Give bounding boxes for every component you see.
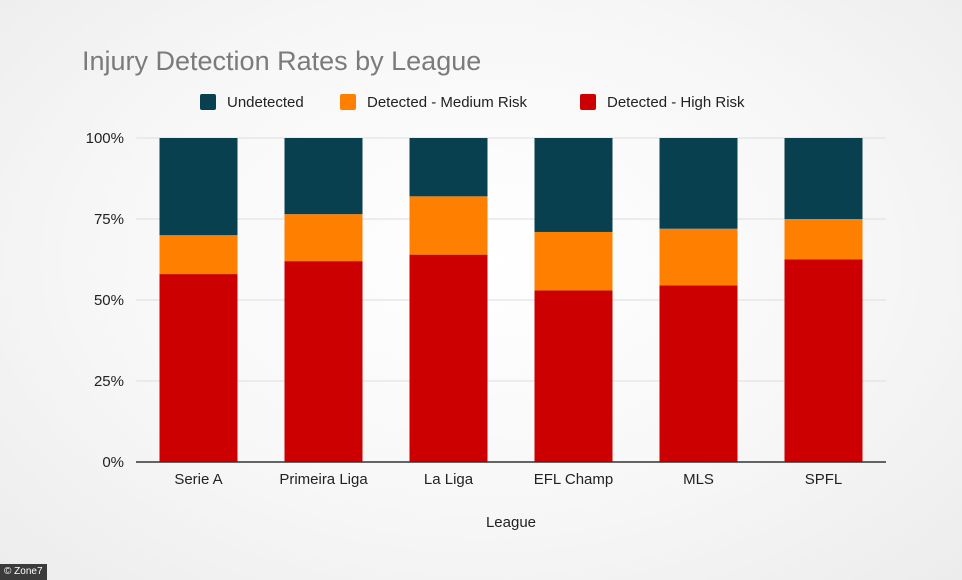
bar-segment — [159, 235, 238, 275]
x-tick-label: Serie A — [174, 471, 222, 488]
x-tick-label: Primeira Liga — [279, 471, 368, 488]
bar-segment — [659, 138, 738, 229]
bar-segment — [159, 274, 238, 462]
bar-segment — [534, 290, 613, 462]
x-axis-categories: Serie A Primeira Liga La Liga EFL Champ MLS S… — [174, 471, 842, 488]
y-axis-ticks: 0% 25% 50% 75% 100% — [86, 130, 124, 471]
bar-segment — [409, 254, 488, 462]
bar-segment — [659, 228, 738, 286]
chart-title: Injury Detection Rates by League — [82, 46, 481, 76]
y-tick-label: 25% — [94, 373, 124, 390]
bar-segment — [284, 214, 363, 262]
bars — [159, 138, 863, 462]
y-tick-label: 0% — [102, 454, 124, 471]
legend-swatch — [200, 94, 216, 110]
x-tick-label: MLS — [683, 471, 714, 488]
credit-badge: © Zone7 — [0, 564, 47, 580]
x-tick-label: EFL Champ — [534, 471, 613, 488]
bar-segment — [784, 138, 863, 219]
x-axis-label: League — [486, 514, 536, 531]
x-tick-label: SPFL — [805, 471, 843, 488]
bar-segment — [409, 138, 488, 197]
legend: Undetected Detected - Medium Risk Detected… — [200, 94, 745, 111]
y-tick-label: 50% — [94, 292, 124, 309]
y-tick-label: 75% — [94, 211, 124, 228]
legend-swatch — [580, 94, 596, 110]
bar-segment — [159, 138, 238, 236]
bar-segment — [284, 261, 363, 462]
bar-segment — [284, 138, 363, 215]
legend-label: Undetected — [227, 94, 304, 111]
legend-swatch — [340, 94, 356, 110]
bar-segment — [659, 285, 738, 462]
bar-segment — [534, 138, 613, 232]
bar-segment — [409, 196, 488, 255]
gridlines — [136, 137, 886, 382]
y-tick-label: 100% — [86, 130, 124, 147]
bar-segment — [784, 259, 863, 462]
bar-segment — [534, 231, 613, 291]
legend-label: Detected - High Risk — [607, 94, 745, 111]
legend-label: Detected - Medium Risk — [367, 94, 528, 111]
bar-segment — [784, 219, 863, 260]
x-tick-label: La Liga — [424, 471, 474, 488]
